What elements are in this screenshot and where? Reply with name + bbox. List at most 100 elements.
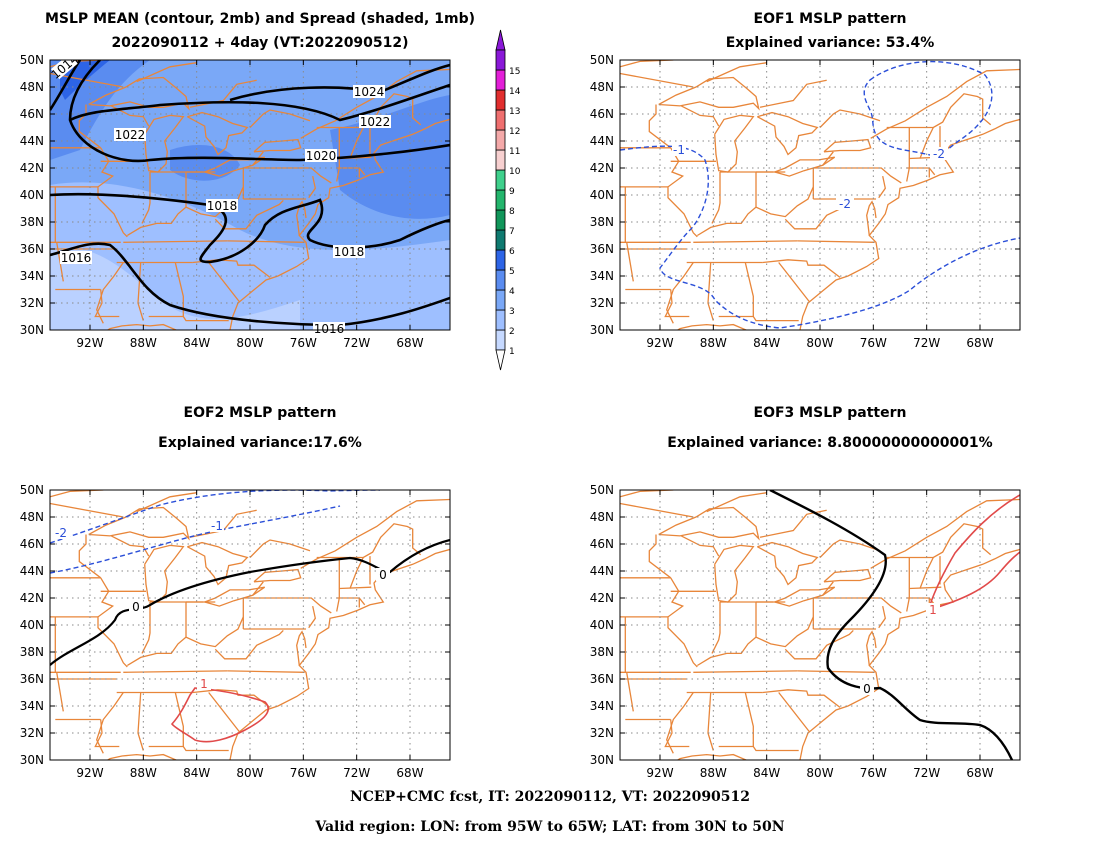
coastline-segment	[822, 151, 834, 166]
coastline-segment	[718, 315, 799, 322]
coastline-segment	[819, 109, 881, 128]
coastline-segment	[106, 323, 197, 330]
x-tick-label: 76W	[860, 336, 887, 350]
eof3-contour-line	[934, 551, 1020, 609]
coastline-segment	[144, 114, 185, 173]
colorbar-swatch	[495, 169, 506, 191]
lat-lon-grid	[620, 490, 1020, 760]
coastline-segment	[358, 167, 366, 176]
y-tick-label: 34N	[590, 269, 614, 283]
x-tick-label: 84W	[183, 766, 210, 780]
y-tick-label: 38N	[20, 645, 44, 659]
coastline-segment	[308, 605, 316, 629]
coastline-segment	[349, 127, 364, 159]
y-tick-label: 40N	[20, 188, 44, 202]
coastline-segment	[693, 670, 798, 673]
coastline-segment	[620, 490, 674, 498]
y-tick-label: 46N	[20, 537, 44, 551]
y-tick-label: 42N	[20, 161, 44, 175]
colorbar-swatch	[495, 189, 506, 211]
colorbar-label: 12	[509, 127, 520, 137]
coastline-segment	[778, 692, 810, 733]
coastline-segment	[136, 492, 197, 513]
contour-label: -1	[211, 519, 223, 533]
colorbar-swatch	[495, 269, 506, 291]
coastline-segment	[886, 93, 992, 129]
coastline-segment	[96, 262, 124, 324]
colorbar-label: 14	[509, 87, 521, 97]
spread-shading-lowest	[50, 247, 300, 330]
y-tick-label: 48N	[20, 510, 44, 524]
y-tick-label: 34N	[590, 699, 614, 713]
coastline-segment	[97, 147, 128, 238]
colorbar-swatch	[495, 129, 506, 151]
eof2-contour-line	[50, 538, 450, 666]
y-tick-label: 32N	[20, 296, 44, 310]
colorbar-swatch	[495, 89, 506, 111]
coastline-segment	[308, 175, 316, 199]
contour-label: 1018	[334, 245, 365, 259]
coastline-segment	[823, 138, 872, 153]
coastline-segment	[214, 629, 284, 660]
contour-label: -2	[55, 526, 67, 540]
eof3-contour-line	[929, 494, 1020, 606]
colorbar-swatch	[495, 249, 506, 271]
mean-contour-line	[68, 60, 450, 163]
coastline-segment	[744, 692, 754, 747]
coastline-and-state-borders	[50, 490, 450, 760]
coastline-segment	[919, 557, 934, 589]
coastline-segment	[909, 586, 942, 590]
y-tick-label: 40N	[590, 618, 614, 632]
y-tick-label: 42N	[590, 161, 614, 175]
eof1-contours	[620, 60, 1020, 329]
coastline-segment	[928, 167, 936, 176]
colorbar-swatch	[495, 329, 506, 351]
coastline-segment	[714, 544, 755, 603]
y-tick-label: 36N	[590, 242, 614, 256]
y-tick-label: 30N	[20, 753, 44, 767]
x-tick-label: 76W	[290, 766, 317, 780]
coastline-segment	[813, 167, 902, 184]
x-tick-label: 72W	[913, 766, 940, 780]
coastline-segment	[906, 597, 930, 608]
contour-label: 1018	[207, 199, 238, 213]
footer-valid-region: Valid region: LON: from 95W to 65W; LAT:…	[315, 819, 785, 835]
coastline-segment	[227, 670, 305, 673]
x-tick-label: 76W	[860, 766, 887, 780]
eof3-contours	[769, 490, 1020, 760]
colorbar-swatch	[495, 229, 506, 251]
coastline-segment	[78, 104, 102, 149]
coastline-segment	[756, 541, 819, 586]
coastline-segment	[208, 692, 240, 733]
y-tick-label: 50N	[590, 53, 614, 67]
contour-label: 0	[863, 682, 871, 696]
coastline-segment	[756, 111, 819, 156]
colorbar-label: 1	[509, 347, 515, 357]
eof2-map-panel: -2 -1 0 0 1	[50, 490, 450, 760]
y-tick-label: 32N	[590, 726, 614, 740]
colorbar-swatch	[495, 209, 506, 231]
coastline-segment	[204, 586, 266, 607]
eof2-panel-title: EOF2 MSLP pattern	[184, 405, 337, 421]
eof2-contour-line	[170, 687, 269, 743]
coastline-segment	[711, 602, 721, 654]
colorbar-label: 6	[509, 247, 515, 257]
coastline-segment	[88, 506, 190, 541]
coastline-segment	[50, 502, 124, 518]
coastline-segment	[208, 262, 240, 303]
coastline-segment	[648, 534, 672, 579]
eof3-map-panel: 0 1	[620, 490, 1020, 760]
y-tick-label: 48N	[590, 510, 614, 524]
y-tick-label: 42N	[20, 591, 44, 605]
colorbar-label: 4	[509, 287, 515, 297]
x-tick-label: 88W	[700, 766, 727, 780]
contour-label: -2	[839, 197, 851, 211]
contour-label: 0	[379, 568, 387, 582]
colorbar-label: 15	[509, 67, 520, 77]
y-tick-label: 40N	[20, 618, 44, 632]
coastline-segment	[759, 79, 827, 108]
coastline-segment	[111, 535, 150, 557]
y-tick-label: 30N	[590, 323, 614, 337]
coastline-segment	[186, 111, 249, 156]
eof3-panel-title: EOF3 MSLP pattern	[754, 405, 907, 421]
